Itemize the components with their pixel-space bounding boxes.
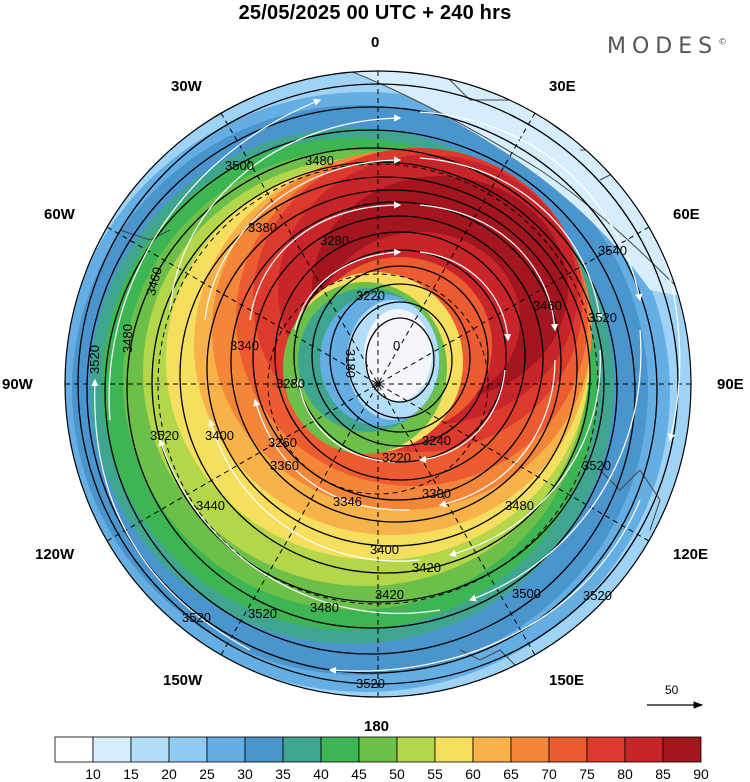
low-center-label: 0 [393, 338, 400, 353]
colorbar-tick-label: 40 [313, 766, 329, 782]
colorbar-swatch [510, 736, 550, 763]
contour-label: 3280 [276, 376, 305, 391]
contour-label: 3340 [230, 338, 259, 353]
lon-label-120w: 120W [35, 546, 75, 563]
contour-label: 3540 [598, 243, 627, 258]
lon-label-90w: 90W [2, 376, 33, 393]
colorbar-swatch [434, 736, 474, 763]
colorbar-swatch [548, 736, 588, 763]
colorbar-swatch [472, 736, 512, 763]
height-contours [77, 83, 679, 685]
colorbar-swatch [282, 736, 322, 763]
contour-label: 3400 [205, 428, 234, 443]
contour-label: 3520 [583, 588, 612, 603]
contour-label: 3500 [225, 158, 254, 173]
contour-label: 3180 [343, 349, 358, 378]
contour-label: 3240 [422, 433, 451, 448]
contour-label: 3520 [356, 676, 385, 691]
colorbar-swatch [320, 736, 360, 763]
graticule [65, 71, 691, 697]
reference-vector-label: 50 [665, 683, 679, 697]
contour-label: 3520 [582, 458, 611, 473]
colorbar: 10 15 20 25 30 35 40 45 50 55 60 65 70 75 80 85 90 [54, 736, 709, 782]
contour-label: 3420 [375, 587, 404, 602]
colorbar-tick-label: 30 [237, 766, 253, 782]
contour-label: 3480 [120, 324, 135, 353]
colorbar-swatch [586, 736, 626, 763]
contour-label: 3520 [588, 310, 617, 325]
colorbar-swatch [54, 736, 94, 763]
colorbar-tick-label: 35 [275, 766, 291, 782]
map-title: 25/05/2025 00 UTC + 240 hrs [238, 2, 512, 24]
lon-label-180: 180 [364, 718, 390, 735]
contour-label: 3520 [248, 606, 277, 621]
contour-label: 3400 [370, 542, 399, 557]
lon-label-120e: 120E [673, 546, 709, 563]
colorbar-tick-label: 80 [617, 766, 633, 782]
colorbar-swatch [92, 736, 132, 763]
wind-streamlines [91, 98, 681, 675]
colorbar-tick-label: 85 [655, 766, 671, 782]
contour-label: 3480 [305, 153, 334, 168]
lon-label-0: 0 [371, 34, 380, 51]
colorbar-tick-label: 45 [351, 766, 367, 782]
contour-label: 3480 [505, 498, 534, 513]
lon-label-90e: 90E [717, 376, 744, 393]
colorbar-swatch [244, 736, 284, 763]
colorbar-tick-label: 60 [465, 766, 481, 782]
contour-label: 3440 [196, 498, 225, 513]
contour-label: 3460 [533, 298, 562, 313]
colorbar-tick-label: 55 [427, 766, 443, 782]
colorbar-swatch [358, 736, 398, 763]
colorbar-tick-label: 70 [541, 766, 557, 782]
contour-label: 3346 [333, 494, 362, 509]
colorbar-swatch [624, 736, 664, 763]
lon-label-150e: 150E [549, 672, 585, 689]
colorbar-swatch [396, 736, 436, 763]
colorbar-tick-label: 50 [389, 766, 405, 782]
contour-label: 3360 [270, 458, 299, 473]
contour-label: 3520 [87, 345, 102, 374]
colorbar-tick-label: 25 [199, 766, 215, 782]
map-boundary [64, 70, 692, 698]
colorbar-tick-label: 90 [693, 766, 709, 782]
colorbar-swatch [168, 736, 208, 763]
colorbar-tick-label: 15 [123, 766, 139, 782]
colorbar-tick-label: 65 [503, 766, 519, 782]
colorbar-swatch [662, 736, 702, 763]
contour-label: 3480 [310, 600, 339, 615]
colorbar-tick-label: 10 [85, 766, 101, 782]
lon-label-30w: 30W [171, 78, 202, 95]
north-pole-marker [375, 381, 381, 387]
contour-label: 3520 [182, 610, 211, 625]
contour-label: 3380 [248, 220, 277, 235]
lon-label-60w: 60W [44, 206, 75, 223]
contour-label: 3420 [412, 560, 441, 575]
lon-label-60e: 60E [673, 206, 700, 223]
contour-label: 3500 [512, 586, 541, 601]
lon-label-30e: 30E [549, 78, 576, 95]
colorbar-tick-label: 20 [161, 766, 177, 782]
contour-labels: 3520 3480 3460 3500 3480 3380 3280 3220 … [87, 153, 627, 691]
lon-label-150w: 150W [163, 672, 203, 689]
modes-logo: MODES© [607, 34, 728, 59]
colorbar-swatch [206, 736, 246, 763]
contour-label: 3220 [382, 450, 411, 465]
contour-label: 3260 [268, 435, 297, 450]
contour-label: 3300 [422, 486, 451, 501]
colorbar-swatch [130, 736, 170, 763]
contour-label: 3280 [320, 233, 349, 248]
colorbar-tick-label: 75 [579, 766, 595, 782]
contour-label: 3460 [143, 265, 165, 297]
contour-label: 3520 [150, 428, 179, 443]
contour-label: 3220 [356, 288, 385, 303]
